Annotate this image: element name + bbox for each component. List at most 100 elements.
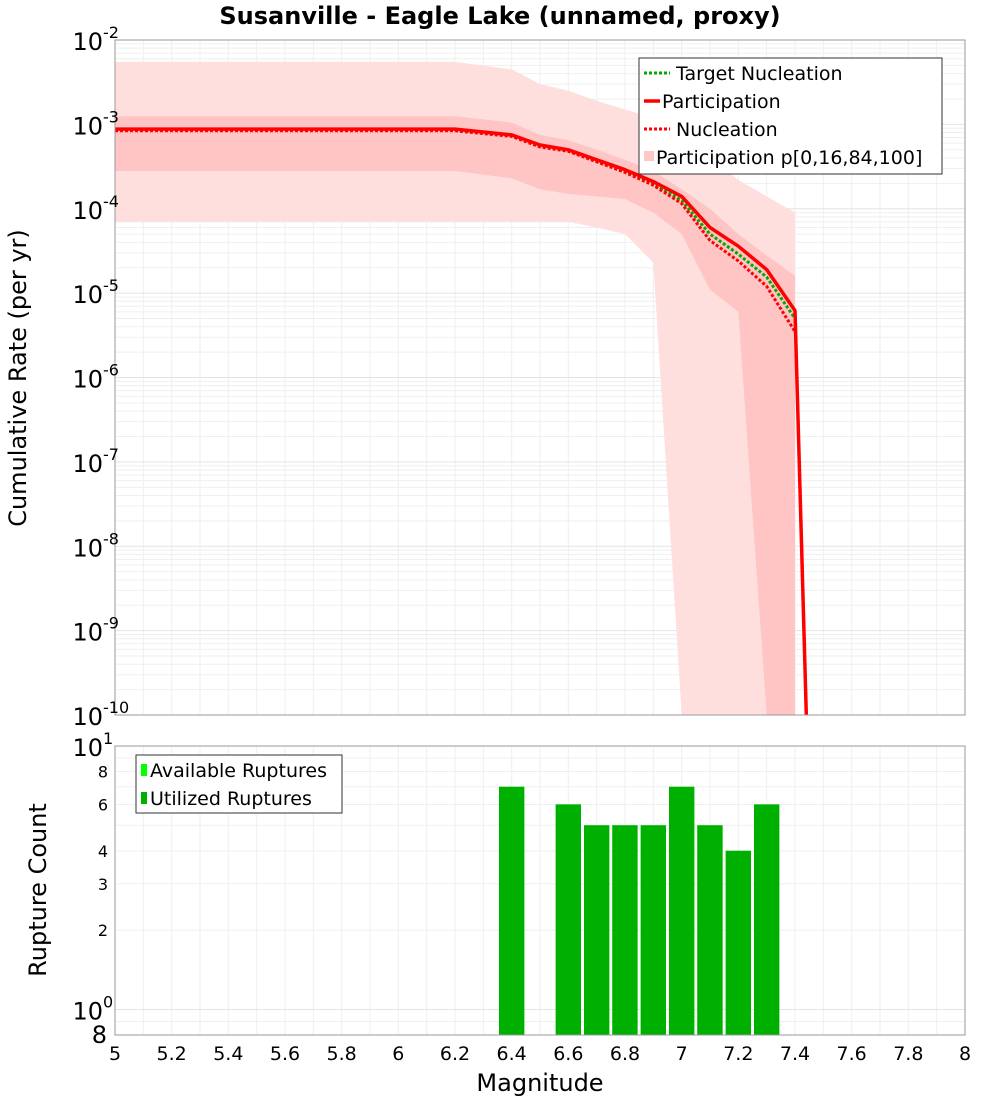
x-tick-label: 7.2 xyxy=(723,1043,753,1065)
y-tick-value: 8 xyxy=(92,1021,107,1049)
legend-swatch-participation-band xyxy=(644,151,654,161)
y-tick-value: 6 xyxy=(98,795,108,814)
rupture-count-bars xyxy=(499,786,780,1035)
series-line-participation xyxy=(115,127,809,716)
rate-y-axis-label: Cumulative Rate (per yr) xyxy=(4,229,32,527)
count-plot-frame xyxy=(114,745,966,1036)
magnitude-x-ticks: 5 5.2 5.4 5.6 5.8 6 6.2 6.4 6.6 6.8 7 7.2 7.4 7.6 7.8 8 xyxy=(109,1043,971,1065)
bar-utilized-ruptures xyxy=(584,825,610,1035)
y-tick-base: 10 xyxy=(72,734,103,762)
bar-utilized-ruptures xyxy=(754,804,780,1035)
rate-series-lines xyxy=(115,127,809,716)
y-tick-exponent: -4 xyxy=(103,192,119,211)
y-tick-label: 3 xyxy=(98,875,108,894)
legend-swatch-utilized-ruptures xyxy=(141,792,147,804)
y-tick-label: 10 1 xyxy=(72,729,113,762)
y-tick-label: 10 -2 xyxy=(72,23,119,56)
bar-utilized-ruptures xyxy=(640,825,666,1035)
chart-title: Susanville - Eagle Lake (unnamed, proxy) xyxy=(219,2,780,30)
count-legend-box xyxy=(135,754,343,814)
legend-label-utilized-ruptures: Utilized Ruptures xyxy=(150,788,312,810)
y-tick-exponent: -7 xyxy=(103,445,119,464)
x-tick-label: 6.6 xyxy=(553,1043,583,1065)
y-tick-base: 10 xyxy=(72,619,103,647)
y-tick-label: 10 0 xyxy=(72,992,113,1025)
bar-utilized-ruptures xyxy=(612,825,638,1035)
x-tick-label: 5.4 xyxy=(213,1043,243,1065)
x-tick-label: 5.2 xyxy=(157,1043,187,1065)
x-tick-label: 6.4 xyxy=(497,1043,527,1065)
x-tick-label: 6 xyxy=(392,1043,404,1065)
x-tick-label: 7 xyxy=(676,1043,688,1065)
legend-label-participation-band: Participation p[0,16,84,100] xyxy=(656,147,922,169)
x-tick-label: 6.8 xyxy=(610,1043,640,1065)
count-legend: Available Ruptures Utilized Ruptures xyxy=(135,754,343,814)
y-tick-label: 6 xyxy=(98,795,108,814)
x-tick-label: 5 xyxy=(109,1043,121,1065)
x-tick-label: 7.4 xyxy=(780,1043,810,1065)
y-tick-exponent: -9 xyxy=(103,614,119,633)
y-tick-label: 4 xyxy=(98,842,108,861)
y-tick-exponent: -5 xyxy=(103,276,119,295)
y-tick-base: 10 xyxy=(72,450,103,478)
y-tick-base: 10 xyxy=(72,534,103,562)
magnitude-x-axis-label: Magnitude xyxy=(476,1069,603,1097)
legend-label-nucleation: Nucleation xyxy=(676,119,778,141)
y-tick-exponent: -10 xyxy=(103,698,129,717)
count-y-axis-label: Rupture Count xyxy=(24,803,52,977)
y-tick-label: 2 xyxy=(98,921,108,940)
y-tick-base: 10 xyxy=(72,197,103,225)
rate-y-ticks: 10-210-310-410-510-610-710-810-910-10 xyxy=(72,23,129,731)
y-tick-label: 10 -3 xyxy=(72,107,119,140)
rate-legend: Target Nucleation Participation Nucleati… xyxy=(638,57,943,175)
y-tick-base: 10 xyxy=(72,703,103,731)
y-tick-exponent: -6 xyxy=(103,361,119,380)
y-tick-label: 10 -9 xyxy=(72,614,119,647)
x-tick-label: 7.6 xyxy=(837,1043,867,1065)
x-tick-label: 7.8 xyxy=(893,1043,923,1065)
y-tick-value: 2 xyxy=(98,921,108,940)
bar-utilized-ruptures xyxy=(697,825,723,1035)
rate-plot-frame xyxy=(114,39,966,716)
y-tick-base: 10 xyxy=(72,997,103,1025)
y-tick-exponent: 1 xyxy=(103,729,113,748)
bar-utilized-ruptures xyxy=(555,804,581,1035)
y-tick-value: 8 xyxy=(98,763,108,782)
legend-label-available-ruptures: Available Ruptures xyxy=(150,760,327,782)
y-tick-exponent: -8 xyxy=(103,529,119,548)
y-tick-label: 10 -7 xyxy=(72,445,119,478)
x-tick-label: 6.2 xyxy=(440,1043,470,1065)
y-tick-base: 10 xyxy=(72,28,103,56)
rate-legend-box xyxy=(638,57,943,175)
y-tick-label: 10 -5 xyxy=(72,276,119,309)
rate-plot: 10-210-310-410-510-610-710-810-910-10 Cu… xyxy=(4,23,966,731)
y-tick-base: 10 xyxy=(72,112,103,140)
y-tick-label: 10 -4 xyxy=(72,192,119,225)
y-tick-exponent: -3 xyxy=(103,107,119,126)
bar-utilized-ruptures xyxy=(499,786,525,1035)
y-tick-base: 10 xyxy=(72,366,103,394)
participation-bands xyxy=(115,61,795,715)
y-tick-label: 8 xyxy=(92,1021,107,1049)
y-tick-exponent: -2 xyxy=(103,23,119,42)
participation-band-outer xyxy=(115,61,795,715)
y-tick-base: 10 xyxy=(72,281,103,309)
y-tick-value: 3 xyxy=(98,875,108,894)
x-tick-label: 5.8 xyxy=(327,1043,357,1065)
legend-label-participation: Participation xyxy=(662,91,781,113)
x-tick-label: 8 xyxy=(959,1043,971,1065)
y-tick-label: 10 -6 xyxy=(72,361,119,394)
legend-label-target-nucleation: Target Nucleation xyxy=(675,63,843,85)
y-tick-label: 10 -8 xyxy=(72,529,119,562)
bar-utilized-ruptures xyxy=(725,850,751,1035)
x-tick-label: 5.6 xyxy=(270,1043,300,1065)
y-tick-exponent: 0 xyxy=(103,992,113,1011)
y-tick-value: 4 xyxy=(98,842,108,861)
bar-utilized-ruptures xyxy=(669,786,695,1035)
y-tick-label: 8 xyxy=(98,763,108,782)
legend-swatch-available-ruptures xyxy=(141,764,147,776)
y-tick-label: 10 -10 xyxy=(72,698,129,731)
